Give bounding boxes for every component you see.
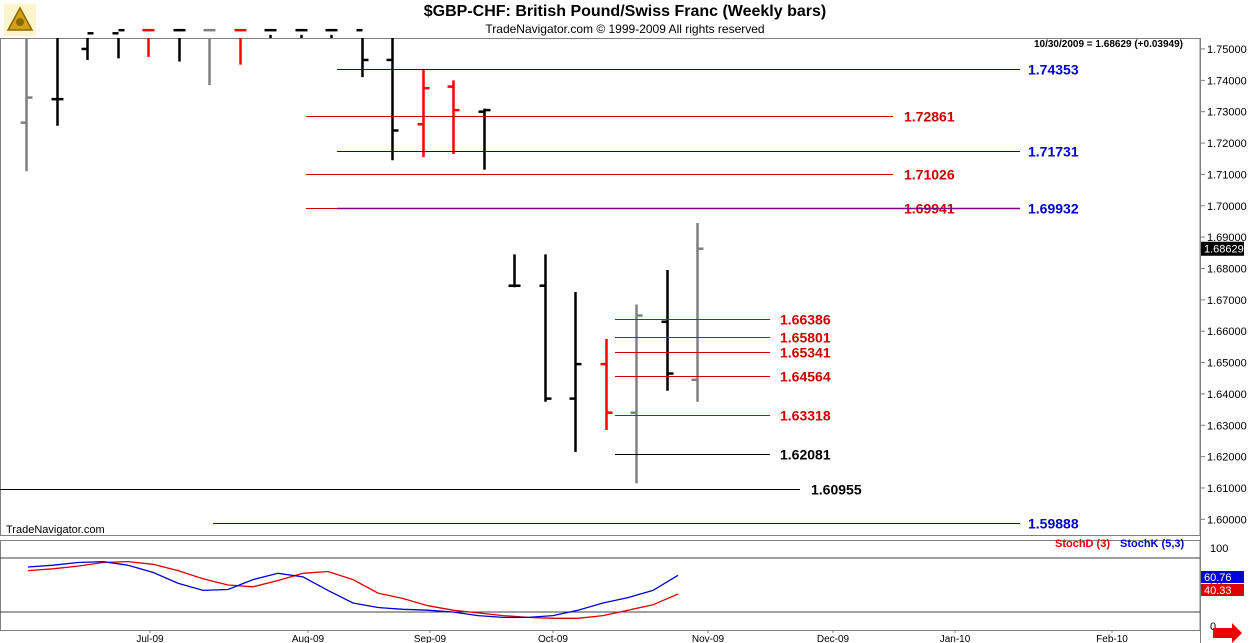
level-label: 1.62081	[780, 447, 831, 463]
price-tick-label: 1.72000	[1207, 138, 1247, 150]
stochd-legend: StochD (3)	[1055, 538, 1110, 550]
level-label: 1.65341	[780, 345, 831, 361]
stochk-value-label: 60.76	[1204, 572, 1232, 584]
level-label: 1.59888	[1028, 516, 1079, 532]
last-price-marker	[1201, 241, 1244, 256]
price-tick-label: 1.63000	[1207, 420, 1247, 432]
level-label: 1.69932	[1028, 201, 1079, 217]
price-tick-label: 1.66000	[1207, 326, 1247, 338]
level-label: 1.71731	[1028, 144, 1079, 160]
x-tick-label: Oct-09	[538, 634, 568, 643]
level-label: 1.74353	[1028, 62, 1079, 78]
stochk-value-marker	[1201, 571, 1244, 583]
price-tick-label: 1.67000	[1207, 295, 1247, 307]
x-tick-label: Nov-09	[692, 634, 725, 643]
tradenavigator-logo-icon	[4, 4, 36, 36]
stochk-legend: StochK (5,3)	[1120, 538, 1185, 550]
level-label: 1.60955	[811, 482, 862, 498]
last-price-label: 1.68629	[1204, 244, 1244, 256]
scroll-right-arrow-icon[interactable]	[1213, 623, 1242, 643]
price-tick-label: 1.75000	[1207, 44, 1247, 56]
oscillator-tick-label: 0	[1210, 621, 1216, 633]
x-tick-label: Jul-09	[136, 634, 164, 643]
oscillator-panel-frame	[0, 540, 1201, 631]
level-label: 1.64564	[780, 369, 831, 385]
x-tick-label: Dec-09	[817, 634, 850, 643]
x-tick-label: Jan-10	[940, 634, 971, 643]
price-tick-label: 1.65000	[1207, 358, 1247, 370]
price-tick-label: 1.64000	[1207, 389, 1247, 401]
copyright-text: TradeNavigator.com © 1999-2009 All right…	[485, 22, 765, 36]
stochk-line	[27, 560, 679, 619]
price-tick-label: 1.71000	[1207, 169, 1247, 181]
stochd-value-label: 40.33	[1204, 585, 1232, 597]
price-tick-label: 1.74000	[1207, 75, 1247, 87]
price-tick-label: 1.69000	[1207, 232, 1247, 244]
level-label: 1.66386	[780, 312, 831, 328]
price-tick-label: 1.61000	[1207, 483, 1247, 495]
chart-header: $GBP-CHF: British Pound/Swiss Franc (Wee…	[0, 0, 1250, 38]
stochd-line	[27, 560, 679, 619]
price-tick-label: 1.68000	[1207, 263, 1247, 275]
price-tick-label: 1.62000	[1207, 452, 1247, 464]
price-tick-label: 1.60000	[1207, 514, 1247, 526]
price-tick-label: 1.73000	[1207, 107, 1247, 119]
stochd-value-marker	[1201, 584, 1244, 596]
level-label: 1.65801	[780, 330, 831, 346]
price-panel-frame	[0, 38, 1201, 536]
watermark-text: TradeNavigator.com	[6, 524, 105, 536]
oscillator-tick-label: 100	[1210, 543, 1228, 555]
price-tick-label: 1.70000	[1207, 201, 1247, 213]
chart-title: $GBP-CHF: British Pound/Swiss Franc (Wee…	[423, 3, 827, 20]
level-label: 1.72861	[904, 109, 955, 125]
x-tick-label: Sep-09	[414, 634, 447, 643]
x-tick-label: Aug-09	[292, 634, 325, 643]
x-tick-label: Feb-10	[1096, 634, 1128, 643]
level-label: 1.71026	[904, 167, 955, 183]
level-label: 1.63318	[780, 408, 831, 424]
last-bar-info: 10/30/2009 = 1.68629 (+0.03949)	[1034, 39, 1183, 50]
